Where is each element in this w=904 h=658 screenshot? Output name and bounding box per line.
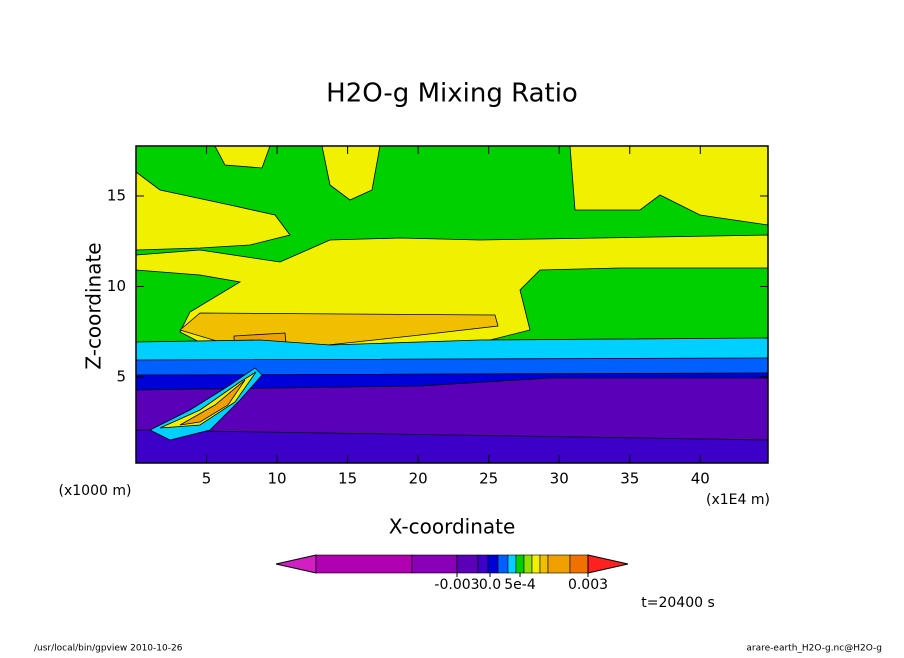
- colorbar-segment: [477, 554, 489, 574]
- x-tick-label: 15: [338, 470, 357, 488]
- colorbar-end: [275, 554, 317, 574]
- x-tick-label: 5: [202, 470, 212, 488]
- contour-field: [135, 145, 769, 464]
- x-tick-label: 20: [409, 470, 428, 488]
- colorbar-segment: [569, 554, 589, 574]
- x-unit: (x1E4 m): [706, 492, 770, 508]
- colorbar: -0.003 0.0 5e-4 0.003: [275, 554, 629, 593]
- y-tick-label: 15: [107, 186, 126, 204]
- colorbar-segment: [515, 554, 525, 574]
- colorbar-segment: [531, 554, 541, 574]
- colorbar-segment: [497, 554, 509, 574]
- colorbar-tick-label: 0.0: [479, 577, 501, 593]
- chart-title: H2O-g Mixing Ratio: [326, 79, 578, 109]
- x-tick-label: 10: [268, 470, 287, 488]
- y-tick-label: 5: [116, 368, 126, 386]
- y-tick-label: 10: [107, 277, 126, 295]
- x-tick-label: 30: [550, 470, 569, 488]
- y-axis-label: Z-coordinate: [82, 242, 106, 369]
- colorbar-segment: [547, 554, 571, 574]
- colorbar-segment: [315, 554, 413, 574]
- colorbar-segment: [507, 554, 517, 574]
- colorbar-segment: [539, 554, 549, 574]
- x-axis-label: X-coordinate: [389, 515, 516, 539]
- colorbar-segment: [487, 554, 499, 574]
- x-tick-label: 35: [620, 470, 639, 488]
- x-tick-label: 40: [691, 470, 710, 488]
- colorbar-segment: [411, 554, 458, 574]
- footer-left: /usr/local/bin/gpview 2010-10-26: [34, 644, 183, 654]
- colorbar-segment: [523, 554, 533, 574]
- time-label: t=20400 s: [641, 595, 715, 611]
- colorbar-end: [587, 554, 629, 574]
- y-unit: (x1000 m): [59, 483, 132, 499]
- x-tick-label: 25: [479, 470, 498, 488]
- colorbar-tick-label: 0.003: [568, 577, 608, 593]
- colorbar-tick-label: 5e-4: [504, 577, 536, 593]
- colorbar-tick-label: -0.003: [434, 577, 479, 593]
- colorbar-segment: [456, 554, 479, 574]
- footer-right: arare-earth_H2O-g.nc@H2O-g: [746, 644, 882, 654]
- plot-frame: [135, 145, 769, 464]
